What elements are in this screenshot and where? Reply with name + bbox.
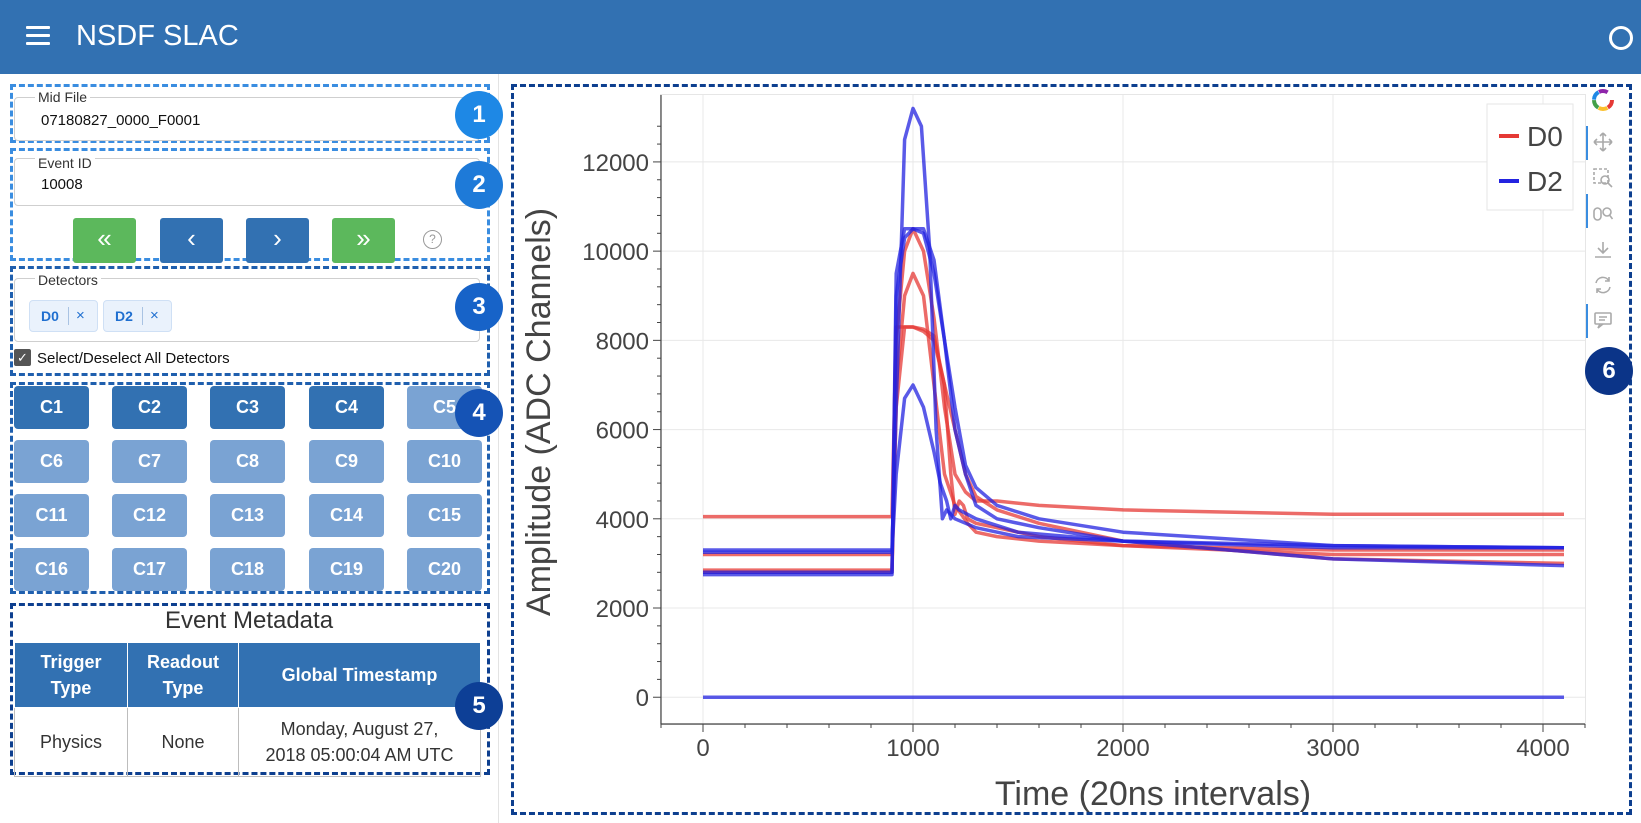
plot-section <box>511 84 1632 815</box>
next-event-button[interactable]: › <box>246 218 309 263</box>
pan-icon[interactable] <box>1591 130 1615 154</box>
section-badge-1: 1 <box>455 91 503 139</box>
chip-separator <box>142 307 143 325</box>
channels-section <box>10 382 490 594</box>
table-header: Readout Type <box>127 642 239 708</box>
box-zoom-icon[interactable] <box>1591 166 1615 190</box>
channel-button-c11[interactable]: C11 <box>14 494 89 537</box>
channel-button-c2[interactable]: C2 <box>112 386 187 429</box>
save-icon[interactable] <box>1591 238 1615 262</box>
table-cell: None <box>127 707 239 777</box>
channel-button-c14[interactable]: C14 <box>309 494 384 537</box>
channel-button-c10[interactable]: C10 <box>407 440 482 483</box>
circle-status-icon <box>1609 26 1633 50</box>
channel-button-c13[interactable]: C13 <box>210 494 285 537</box>
event-id-value: 10008 <box>41 176 83 193</box>
close-icon[interactable]: × <box>76 307 85 324</box>
mid-file-field[interactable]: Mid File 07180827_0000_F0001 <box>14 89 480 141</box>
hamburger-menu-icon[interactable] <box>26 26 50 46</box>
event-metadata-title: Event Metadata <box>164 607 334 634</box>
channel-button-c1[interactable]: C1 <box>14 386 89 429</box>
event-id-field[interactable]: Event ID 10008 <box>14 155 480 206</box>
table-cell: Monday, August 27, 2018 05:00:04 AM UTC <box>238 707 481 777</box>
select-all-detectors-checkbox[interactable]: ✓ <box>14 349 31 366</box>
channel-button-c15[interactable]: C15 <box>407 494 482 537</box>
hover-icon[interactable] <box>1591 308 1615 332</box>
channel-button-c8[interactable]: C8 <box>210 440 285 483</box>
active-tool-indicator <box>1586 126 1588 160</box>
mid-file-value: 07180827_0000_F0001 <box>41 112 201 129</box>
event-id-label: Event ID <box>35 155 95 171</box>
channel-button-c3[interactable]: C3 <box>210 386 285 429</box>
section-badge-2: 2 <box>455 161 503 209</box>
channel-button-c4[interactable]: C4 <box>309 386 384 429</box>
section-badge-5: 5 <box>455 682 503 730</box>
table-header: Trigger Type <box>14 642 128 708</box>
channel-button-c16[interactable]: C16 <box>14 548 89 591</box>
mid-file-label: Mid File <box>35 89 91 105</box>
table-cell: Physics <box>14 707 128 777</box>
channel-button-c17[interactable]: C17 <box>112 548 187 591</box>
detector-chip-label: D2 <box>115 308 133 324</box>
close-icon[interactable]: × <box>150 307 159 324</box>
first-event-button[interactable]: « <box>73 218 136 263</box>
detector-chip-d2: D2 × <box>103 300 172 332</box>
channel-button-c9[interactable]: C9 <box>309 440 384 483</box>
event-metadata-table: Trigger Type Readout Type Global Timesta… <box>14 642 481 777</box>
channel-button-c12[interactable]: C12 <box>112 494 187 537</box>
help-icon[interactable]: ? <box>423 230 442 249</box>
channel-button-c18[interactable]: C18 <box>210 548 285 591</box>
detector-chip-label: D0 <box>41 308 59 324</box>
app-title: NSDF SLAC <box>76 20 239 52</box>
plot-toolbar <box>1586 88 1622 348</box>
detectors-label: Detectors <box>35 272 101 288</box>
table-header-row: Trigger Type Readout Type Global Timesta… <box>14 642 481 708</box>
channel-button-c6[interactable]: C6 <box>14 440 89 483</box>
active-tool-indicator <box>1586 194 1588 228</box>
plot-frame <box>660 94 1586 725</box>
channel-button-c20[interactable]: C20 <box>407 548 482 591</box>
channel-button-c19[interactable]: C19 <box>309 548 384 591</box>
select-all-detectors-label: Select/Deselect All Detectors <box>37 350 230 367</box>
last-event-button[interactable]: » <box>332 218 395 263</box>
sidebar-divider <box>498 74 499 823</box>
chip-separator <box>68 307 69 325</box>
channel-button-c7[interactable]: C7 <box>112 440 187 483</box>
bokeh-logo-icon <box>1591 88 1615 112</box>
active-tool-indicator <box>1586 304 1588 338</box>
app-bar: NSDF SLAC <box>0 0 1641 74</box>
prev-event-button[interactable]: ‹ <box>160 218 223 263</box>
reset-icon[interactable] <box>1591 273 1615 297</box>
section-badge-6: 6 <box>1585 347 1633 395</box>
section-badge-3: 3 <box>455 283 503 331</box>
section-badge-4: 4 <box>455 389 503 437</box>
table-row: Physics None Monday, August 27, 2018 05:… <box>14 707 481 777</box>
table-header: Global Timestamp <box>238 642 481 708</box>
detector-chip-d0: D0 × <box>29 300 98 332</box>
wheel-zoom-icon[interactable] <box>1591 202 1615 226</box>
